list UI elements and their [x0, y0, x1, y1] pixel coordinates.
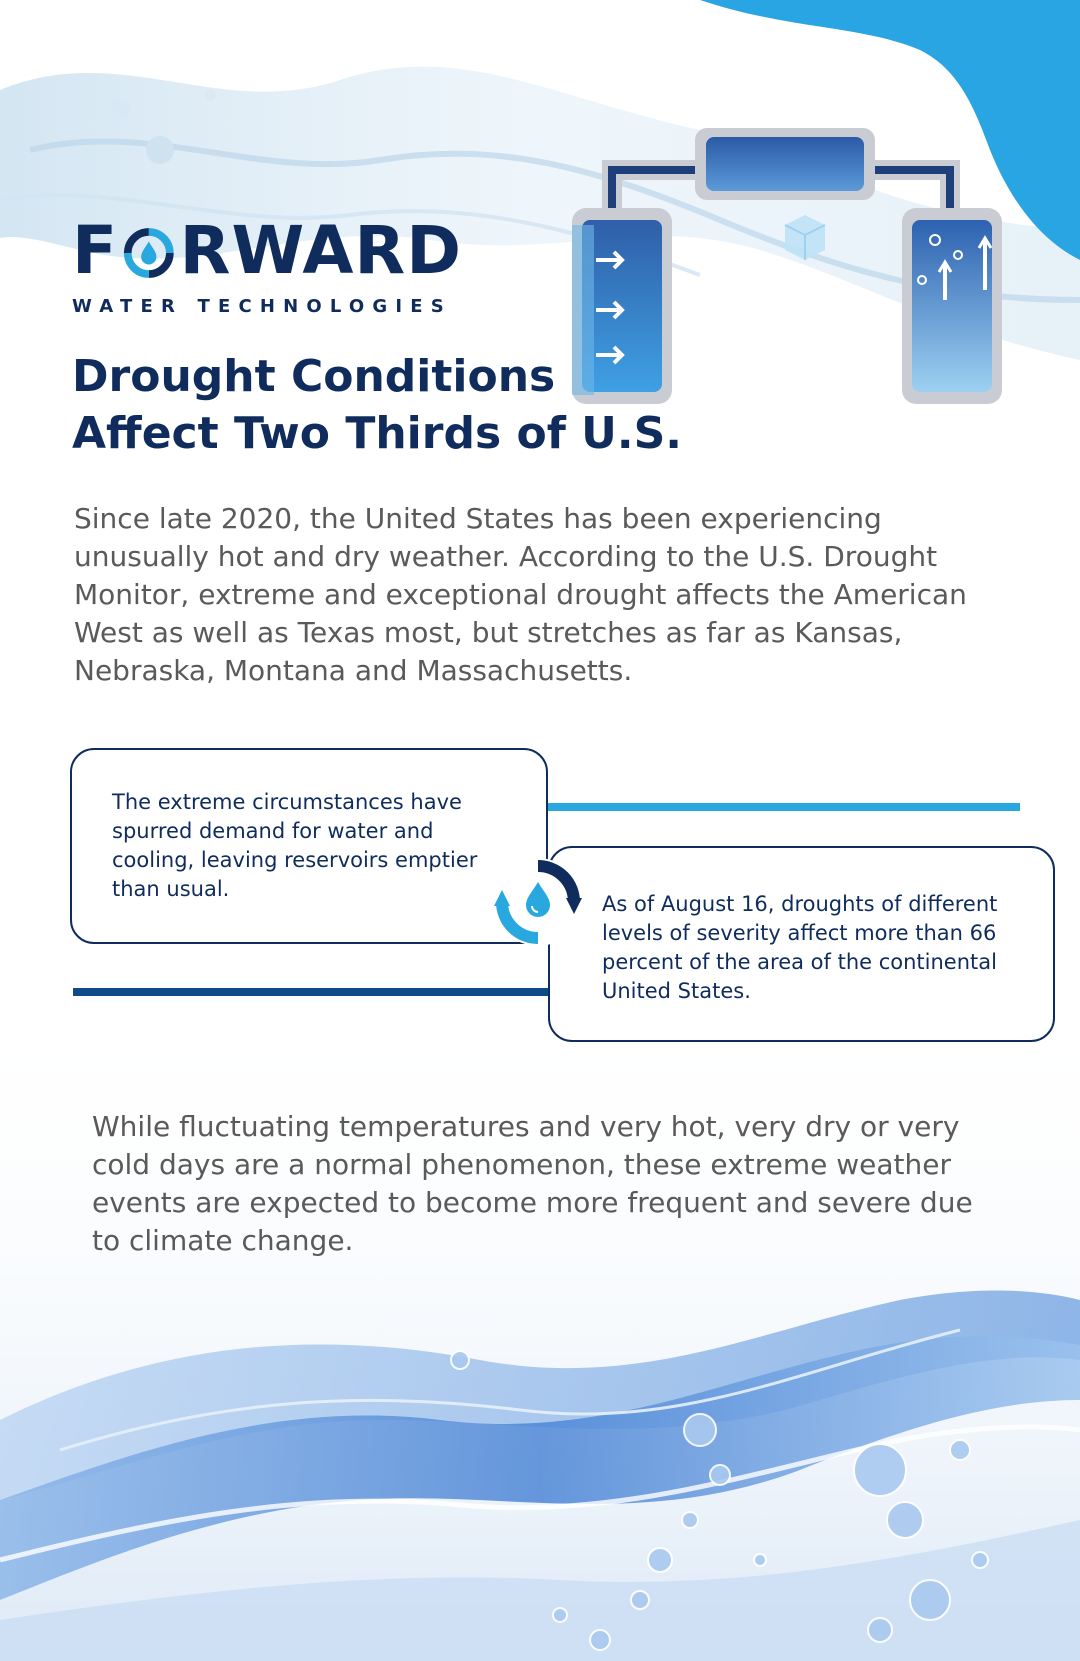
- water-drop-cycle-icon: [124, 228, 174, 278]
- filtration-system-illustration: [572, 128, 1002, 404]
- fact-box-right: As of August 16, droughts of different l…: [548, 846, 1055, 1042]
- water-cycle-icon: [494, 858, 582, 946]
- divider-line-top: [548, 803, 1020, 811]
- logo-wordmark: F RWARD: [72, 218, 462, 284]
- logo-letter-f: F: [72, 212, 119, 289]
- title-line-2: Affect Two Thirds of U.S.: [72, 408, 683, 459]
- closing-paragraph: While fluctuating temperatures and very …: [92, 1110, 973, 1257]
- page-title: Drought Conditions Affect Two Thirds of …: [72, 348, 682, 462]
- fact-box-left: The extreme circumstances have spurred d…: [70, 748, 548, 944]
- brand-logo: F RWARD WATER TECHNOLOGIES: [72, 218, 462, 318]
- logo-subtitle: WATER TECHNOLOGIES: [72, 296, 452, 317]
- title-line-1: Drought Conditions: [72, 351, 556, 402]
- intro-paragraph: Since late 2020, the United States has b…: [74, 502, 967, 687]
- fact-right-text: As of August 16, droughts of different l…: [602, 892, 998, 1003]
- divider-line-bottom: [73, 988, 548, 996]
- logo-letters-rest: RWARD: [179, 212, 462, 289]
- fact-left-text: The extreme circumstances have spurred d…: [112, 790, 478, 901]
